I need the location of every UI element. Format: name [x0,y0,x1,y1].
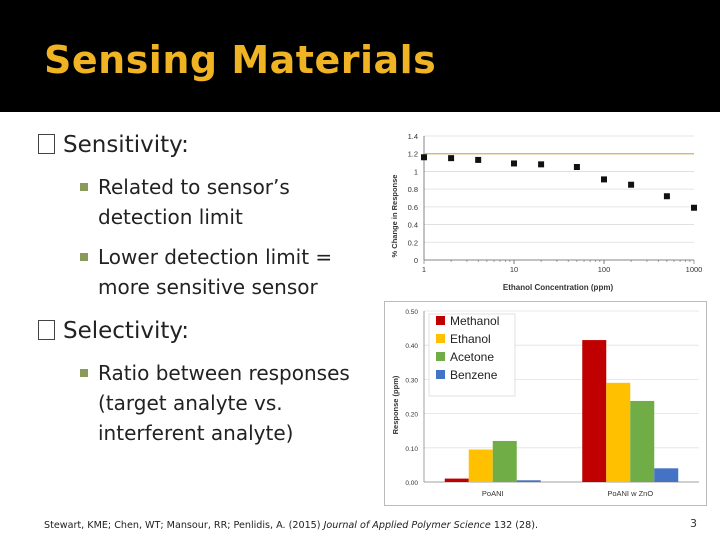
scatter-y-tick: 1.4 [408,132,418,141]
bar-chart: Response (ppm) 0.00 0.10 0.20 0.30 0.40 0.50 P… [391,309,699,498]
square-bullet-icon [80,369,88,377]
scatter-point [511,160,517,167]
scatter-y-tick: 0 [414,256,418,265]
square-bullet-icon [80,183,88,191]
scatter-y-label: % Change in Response [390,175,399,258]
bar-methanol [582,340,607,482]
citation-volume: 132 (28). [490,520,538,531]
bar-y-tick: 0.50 [405,309,418,316]
legend-label: Ethanol [450,332,491,346]
bar-category-label: PoANI [482,489,504,498]
scatter-point [628,181,635,188]
scatter-y-tick: 1.2 [408,150,418,159]
citation-journal: Journal of Applied Polymer Science [323,520,491,531]
bar-benzene [516,480,541,482]
bar-benzene [654,468,679,482]
scatter-point [663,193,670,200]
bullet-box-icon [38,134,55,154]
bar-y-tick: 0.00 [405,480,418,487]
citation-authors: Stewart, KME; Chen, WT; Mansour, RR; Pen… [44,520,324,531]
bullet-sensitivity-label: Sensitivity: [63,132,189,158]
scatter-point [691,204,697,211]
scatter-chart: % Change in Response Ethanol Concentrati… [390,132,703,292]
bar-y-tick: 0.40 [405,343,418,350]
bar-chart-frame [384,301,707,506]
bar-y-tick: 0.30 [405,377,418,384]
bar-y-label: Response (ppm) [391,375,400,434]
sub-bullet-text: Ratio between responses (target analyte … [98,361,350,445]
scatter-x-tick: 1000 [686,265,703,274]
scatter-point [448,155,455,162]
scatter-point [601,176,607,183]
bullet-box-icon [38,320,55,340]
sub-bullet: Ratio between responses (target analyte … [80,358,360,448]
scatter-point [421,154,427,161]
bar-ethanol [468,449,493,482]
sub-bullet: Lower detection limit = more sensitive s… [80,242,360,302]
bullet-selectivity: Selectivity: [38,318,189,344]
bar-acetone [630,400,655,482]
scatter-y-tick: 0.2 [408,238,418,247]
bar-y-tick: 0.20 [405,412,418,419]
bullet-selectivity-label: Selectivity: [63,318,190,344]
scatter-y-tick: 0.8 [408,185,418,194]
scatter-point [538,161,545,168]
sub-bullet: Related to sensor’s detection limit [80,172,360,232]
square-bullet-icon [80,253,88,261]
bullet-sensitivity: Sensitivity: [38,132,189,158]
sub-bullet-text: Lower detection limit = more sensitive s… [98,245,333,299]
citation: Stewart, KME; Chen, WT; Mansour, RR; Pen… [44,520,538,531]
scatter-point [475,156,482,163]
scatter-y-tick: 0.4 [408,221,418,230]
legend-swatch [436,334,445,343]
legend-label: Benzene [450,368,498,382]
scatter-point [573,164,580,170]
scatter-x-tick: 100 [598,265,611,274]
legend-label: Methanol [450,314,499,328]
bar-methanol [444,478,469,482]
legend-swatch [436,316,445,325]
scatter-x-tick: 1 [422,265,426,274]
scatter-y-tick: 1 [414,167,418,176]
scatter-x-label: Ethanol Concentration (ppm) [503,283,614,292]
bar-acetone [492,440,517,482]
page-number: 3 [690,517,697,530]
sub-bullet-text: Related to sensor’s detection limit [98,175,290,229]
legend-swatch [436,370,445,379]
scatter-x-tick: 10 [510,265,518,274]
bar-category-label: PoANI w ZnO [607,489,653,498]
slide-title: Sensing Materials [44,38,437,82]
bar-ethanol [606,382,631,482]
legend-swatch [436,352,445,361]
title-bar [0,0,720,112]
scatter-y-tick: 0.6 [408,203,418,212]
bar-y-tick: 0.10 [405,446,418,453]
legend-label: Acetone [450,350,494,364]
